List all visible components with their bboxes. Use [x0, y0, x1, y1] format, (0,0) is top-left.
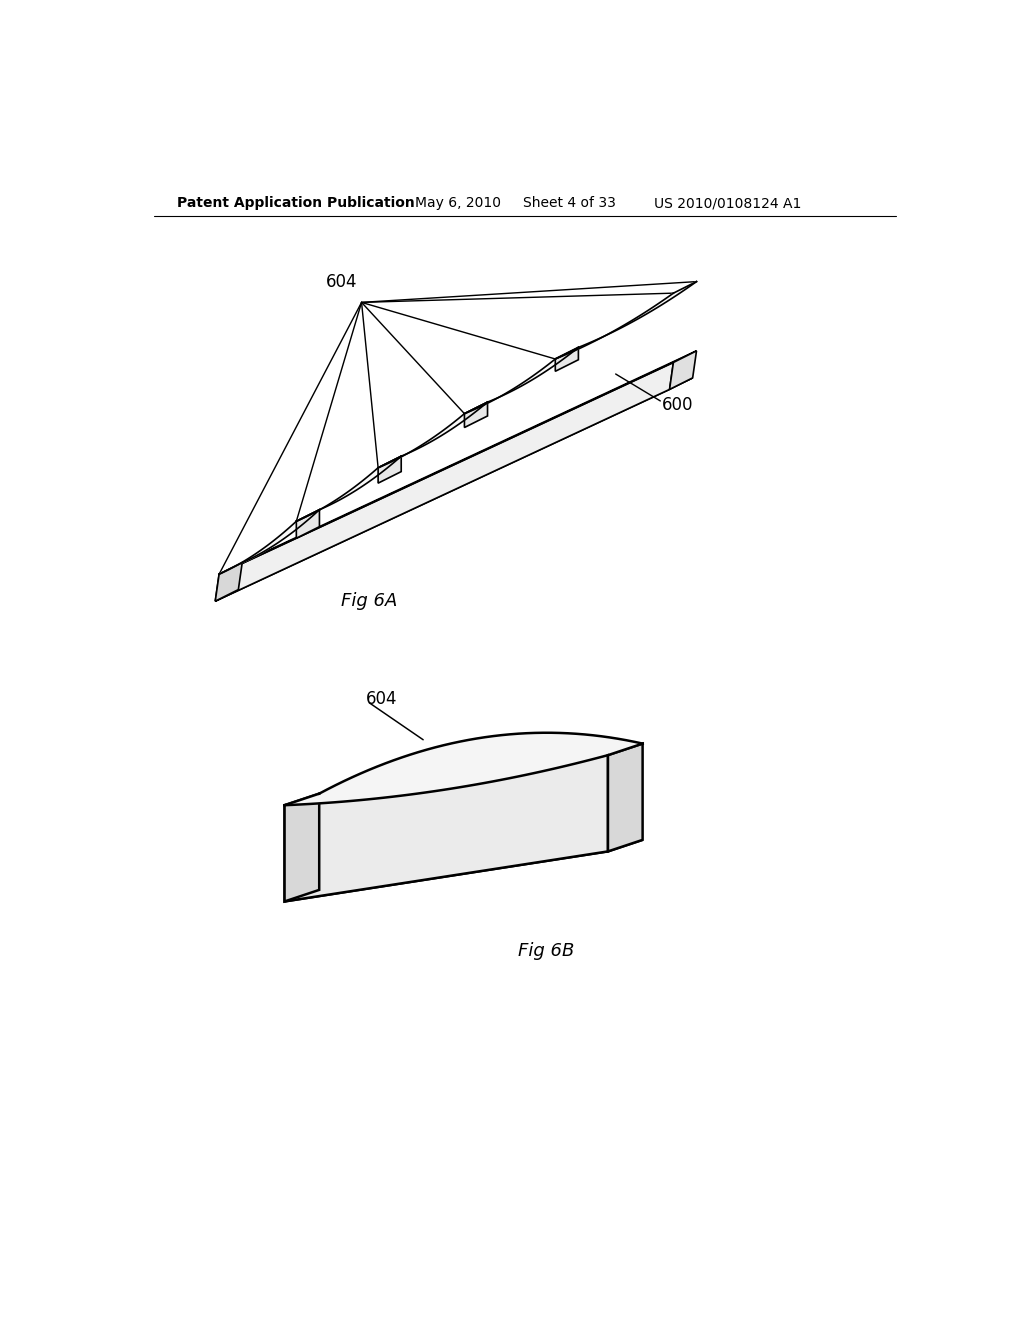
Polygon shape: [219, 510, 319, 574]
Text: Fig 6B: Fig 6B: [518, 942, 574, 961]
Text: 604: 604: [327, 273, 357, 290]
Text: Patent Application Publication: Patent Application Publication: [177, 197, 415, 210]
Polygon shape: [555, 347, 579, 371]
Polygon shape: [296, 457, 401, 521]
Text: US 2010/0108124 A1: US 2010/0108124 A1: [654, 197, 802, 210]
Polygon shape: [219, 351, 696, 574]
Polygon shape: [215, 363, 674, 601]
Polygon shape: [285, 733, 643, 805]
Text: Sheet 4 of 33: Sheet 4 of 33: [523, 197, 616, 210]
Text: May 6, 2010: May 6, 2010: [416, 197, 502, 210]
Polygon shape: [215, 378, 692, 601]
Text: 604: 604: [366, 690, 397, 708]
Polygon shape: [285, 755, 608, 902]
Polygon shape: [378, 403, 487, 467]
Polygon shape: [296, 510, 319, 539]
Polygon shape: [465, 403, 487, 428]
Text: 600: 600: [662, 396, 693, 413]
Polygon shape: [285, 840, 643, 902]
Polygon shape: [378, 457, 401, 483]
Polygon shape: [670, 351, 696, 389]
Polygon shape: [215, 562, 243, 601]
Polygon shape: [285, 793, 319, 902]
Text: Fig 6A: Fig 6A: [341, 593, 397, 610]
Polygon shape: [608, 743, 643, 851]
Polygon shape: [465, 347, 579, 413]
Polygon shape: [555, 281, 696, 359]
